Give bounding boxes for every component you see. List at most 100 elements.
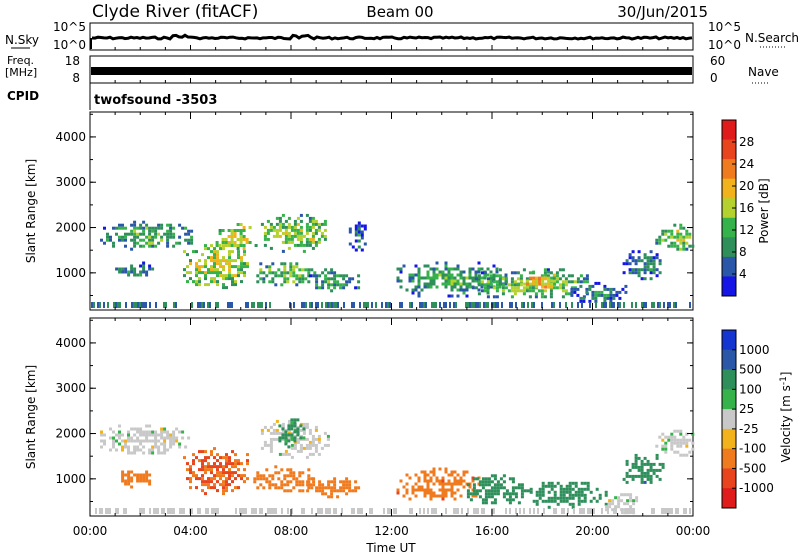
echo-cell: [423, 479, 427, 483]
echo-cell: [136, 430, 140, 434]
echo-cell: [259, 262, 263, 266]
echo-cell: [121, 476, 125, 480]
echo-cell: [531, 286, 535, 290]
echo-cell: [550, 276, 554, 280]
echo-cell: [327, 283, 331, 287]
echo-cell: [501, 277, 505, 281]
echo-cell: [459, 282, 463, 286]
echo-cell: [532, 499, 536, 503]
echo-cell: [227, 244, 231, 247]
echo-cell: [450, 488, 454, 492]
echo-cell: [438, 482, 442, 486]
echo-cell: [399, 267, 403, 271]
echo-cell: [513, 280, 517, 284]
echo-cell: [429, 494, 433, 498]
ground-scatter-cell: [399, 302, 401, 308]
echo-cell: [222, 259, 225, 263]
echo-cell: [558, 286, 562, 290]
echo-cell: [538, 487, 542, 491]
echo-cell: [133, 270, 137, 274]
echo-cell: [160, 430, 164, 434]
ground-scatter-cell: [689, 508, 691, 514]
echo-cell: [450, 482, 454, 486]
echo-cell: [336, 274, 340, 278]
echo-cell: [292, 474, 296, 478]
echo-cell: [486, 277, 490, 281]
echo-cell: [405, 488, 409, 492]
echo-cell: [204, 459, 207, 463]
echo-cell: [534, 292, 538, 296]
echo-cell: [293, 443, 297, 447]
echo-cell: [626, 502, 630, 506]
echo-cell: [402, 494, 406, 498]
echo-cell: [631, 474, 635, 478]
echo-cell: [112, 244, 115, 248]
echo-cell: [284, 234, 288, 238]
echo-cell: [317, 237, 321, 241]
echo-cell: [655, 256, 659, 260]
echo-cell: [139, 427, 143, 431]
ground-scatter-cell: [601, 302, 603, 308]
echo-cell: [230, 238, 234, 241]
echo-cell: [121, 223, 124, 227]
echo-cell: [166, 241, 170, 245]
echo-cell: [513, 292, 517, 296]
echo-cell: [522, 268, 526, 272]
echo-cell: [438, 467, 442, 471]
echo-cell: [112, 226, 115, 230]
echo-cell: [305, 443, 309, 447]
echo-cell: [230, 235, 234, 238]
echo-cell: [556, 496, 560, 500]
echo-cell: [540, 292, 544, 296]
ground-scatter-cell: [433, 302, 435, 308]
echo-cell: [127, 232, 130, 236]
echo-cell: [453, 491, 457, 495]
echo-cell: [289, 268, 293, 272]
echo-cell: [187, 229, 191, 233]
ground-scatter-cell: [473, 508, 475, 514]
echo-cell: [354, 227, 358, 231]
echo-cell: [477, 283, 481, 287]
echo-cell: [201, 489, 204, 493]
echo-cell: [608, 499, 612, 503]
ground-scatter-cell: [505, 508, 507, 514]
echo-cell: [242, 238, 246, 241]
echo-cell: [543, 271, 547, 275]
ground-scatter-cell: [677, 508, 679, 514]
echo-cell: [133, 244, 137, 248]
echo-cell: [550, 285, 554, 289]
echo-cell: [263, 425, 267, 429]
echo-cell: [414, 285, 418, 289]
ground-scatter-cell: [603, 302, 605, 308]
echo-cell: [495, 283, 499, 287]
echo-cell: [520, 489, 524, 493]
echo-cell: [459, 476, 463, 480]
echo-cell: [459, 285, 463, 289]
echo-cell: [213, 256, 216, 260]
ground-scatter-cell: [131, 302, 133, 308]
ground-scatter-cell: [567, 508, 569, 514]
echo-cell: [228, 483, 231, 487]
echo-cell: [284, 449, 288, 453]
echo-cell: [298, 489, 302, 493]
echo-cell: [283, 474, 287, 478]
echo-cell: [444, 282, 448, 286]
y-tick-label: 2000: [55, 427, 86, 441]
echo-cell: [121, 433, 124, 437]
echo-cell: [632, 502, 636, 506]
echo-cell: [688, 244, 692, 248]
echo-cell: [242, 226, 246, 229]
echo-cell: [151, 229, 155, 233]
echo-cell: [622, 477, 626, 481]
echo-cell: [682, 441, 686, 445]
echo-cell: [667, 244, 671, 248]
echo-cell: [151, 439, 155, 443]
echo-cell: [493, 477, 497, 481]
echo-cell: [592, 496, 596, 500]
echo-cell: [222, 480, 225, 484]
echo-cell: [576, 287, 580, 291]
echo-cell: [163, 427, 167, 431]
ground-scatter-cell: [105, 508, 107, 514]
echo-cell: [231, 462, 234, 466]
echo-cell: [549, 292, 553, 296]
